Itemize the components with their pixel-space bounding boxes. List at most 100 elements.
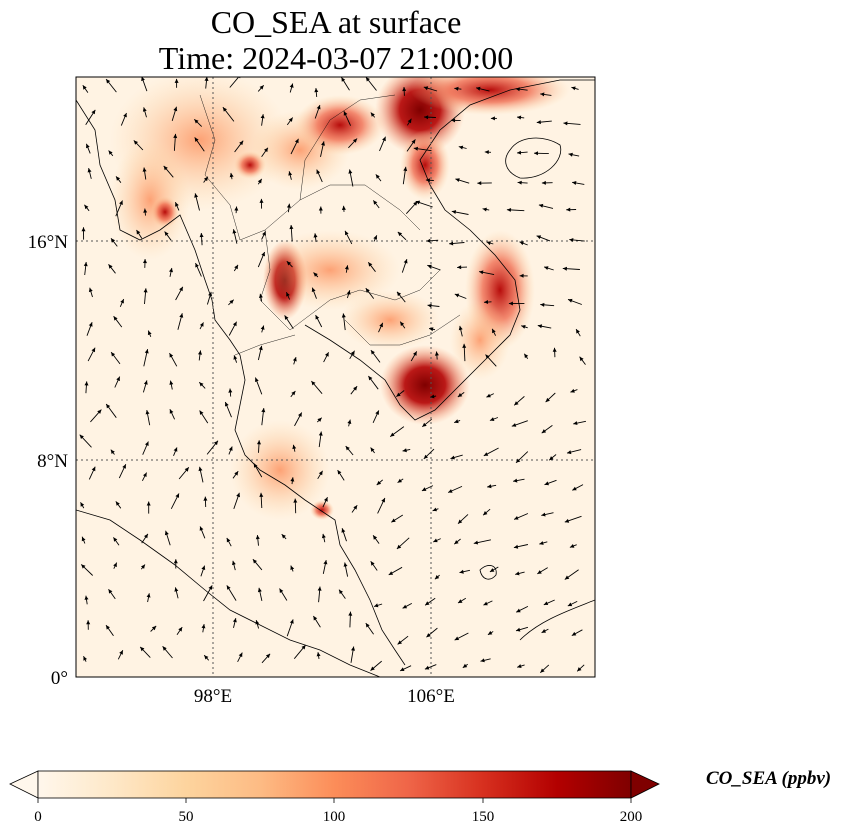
lat-tick-label-8n: 8°N <box>37 451 68 472</box>
wind-vector-head <box>199 526 204 531</box>
wind-vector-head <box>259 492 264 497</box>
wind-vector-head <box>492 328 496 334</box>
wind-vector-head <box>173 447 178 452</box>
wind-vector-head <box>353 386 358 391</box>
wind-vector-head <box>313 616 318 621</box>
wind-vector-head <box>298 412 302 417</box>
wind-vector-head <box>143 472 147 477</box>
wind-vector-head <box>120 299 124 304</box>
wind-vector-head <box>489 568 495 572</box>
wind-vector-head <box>226 585 231 590</box>
wind-vector-head <box>113 316 118 321</box>
wind-vector-head <box>517 150 522 155</box>
wind-vector-head <box>352 138 358 143</box>
wind-vector-head <box>368 376 373 381</box>
wind-vector-head <box>116 376 120 382</box>
wind-vector-head <box>321 533 326 539</box>
wind-vector-head <box>540 668 545 673</box>
wind-vector-head <box>108 264 113 269</box>
wind-vector-head <box>88 322 93 327</box>
wind-vector-head <box>289 619 294 624</box>
wind-vector-head <box>537 570 542 574</box>
wind-vector-head <box>228 388 233 393</box>
wind-vector-head <box>261 408 266 413</box>
wind-vector-head <box>198 350 202 355</box>
wind-vector-head <box>339 589 343 594</box>
wind-vector-head <box>473 540 479 545</box>
wind-vector-head <box>515 571 520 576</box>
wind-vector-head <box>169 380 174 385</box>
wind-vector-head <box>232 321 237 327</box>
wind-vector-head <box>141 564 145 569</box>
wind-vector-head <box>538 203 544 208</box>
wind-vector-head <box>562 266 567 271</box>
wind-vector-head <box>458 599 463 603</box>
wind-vector-head <box>462 663 468 668</box>
wind-vector-head <box>370 447 375 452</box>
wind-vector-head <box>318 470 323 476</box>
wind-vector-head <box>540 92 545 97</box>
wind-vector-head <box>203 496 208 501</box>
wind-vector-head <box>351 646 355 651</box>
wind-vector-head <box>259 85 264 90</box>
wind-vector-head <box>484 150 489 155</box>
wind-vector-head <box>313 233 318 238</box>
wind-vector-head <box>317 417 322 422</box>
wind-vector-head <box>479 270 484 275</box>
wind-vector-head <box>203 176 208 182</box>
wind-vector-head <box>222 107 227 112</box>
wind-vector-head <box>260 114 265 119</box>
wind-vector-head <box>293 498 298 503</box>
wind-vector-head <box>286 261 292 266</box>
wind-vector-head <box>169 409 174 414</box>
wind-vector-head <box>413 146 418 151</box>
wind-vector-head <box>144 533 148 539</box>
wind-vector-head <box>448 489 453 493</box>
wind-vector-head <box>459 569 464 574</box>
wind-vector-head <box>489 417 495 421</box>
wind-vector-head <box>184 467 189 472</box>
wind-vector-head <box>199 233 204 238</box>
wind-vector-head <box>427 303 432 308</box>
wind-vector-head <box>86 620 91 625</box>
wind-vector-head <box>513 478 518 483</box>
wind-vector-head <box>291 391 296 396</box>
wind-vector-head <box>169 268 173 273</box>
wind-vector-head <box>343 111 348 116</box>
wind-vector-head <box>344 265 349 270</box>
wind-vector-head <box>514 401 519 406</box>
wind-vector-head <box>143 380 148 385</box>
wind-vector-head <box>324 497 328 502</box>
colorbar-tick-0: 0 <box>34 809 42 825</box>
colorbar-gradient <box>37 770 632 799</box>
wind-vector-head <box>400 321 405 326</box>
wind-vector-head <box>477 181 482 186</box>
wind-vector-head <box>480 658 485 663</box>
wind-vector-head <box>259 198 264 203</box>
wind-vector-head <box>208 291 212 297</box>
wind-vector-head <box>411 139 416 144</box>
wind-vector-head <box>106 625 110 630</box>
wind-vector-head <box>174 587 179 592</box>
wind-vector-head <box>544 266 549 270</box>
wind-vector-head <box>290 565 295 570</box>
wind-vector-head <box>173 559 178 564</box>
wind-vector-head <box>199 410 204 415</box>
gridlines <box>76 77 595 677</box>
wind-vector-head <box>239 140 244 146</box>
wind-vector-head <box>140 646 145 652</box>
wind-vector-head <box>144 349 149 354</box>
wind-vector-head <box>567 450 572 455</box>
wind-vector-head <box>391 518 396 523</box>
map-title: CO_SEA at surface <box>210 4 462 40</box>
wind-vector-head <box>119 650 123 655</box>
wind-vector-head <box>422 422 427 427</box>
wind-vector-head <box>569 544 575 548</box>
wind-vector-head <box>321 141 325 146</box>
wind-vector-head <box>571 86 576 91</box>
wind-vector-head <box>213 440 218 446</box>
wind-vector-head <box>540 302 545 307</box>
wind-vector-head <box>368 262 373 267</box>
wind-vector-head <box>396 544 402 549</box>
